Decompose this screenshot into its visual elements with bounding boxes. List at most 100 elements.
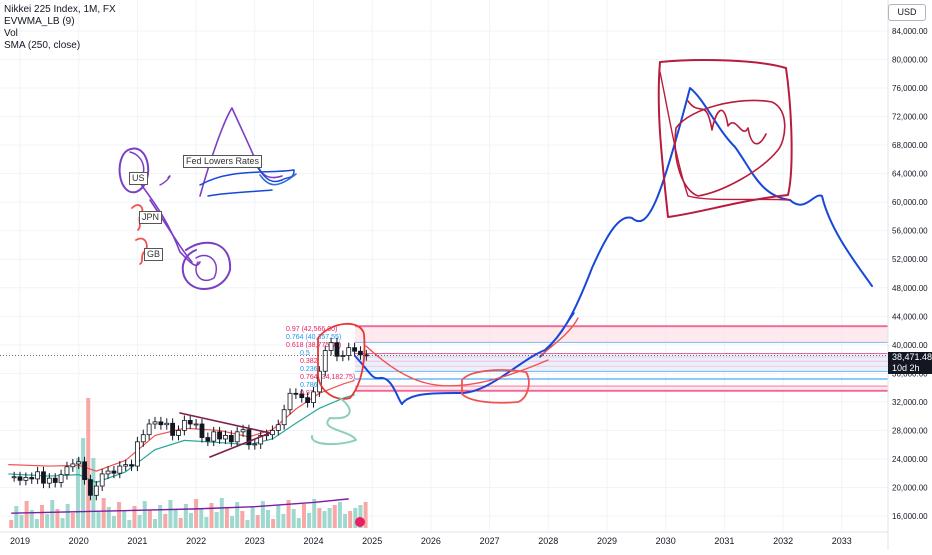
x-tick-label: 2028 (538, 536, 558, 546)
volume-bar (337, 502, 342, 528)
candle-body (311, 391, 316, 403)
candle-body (358, 350, 363, 356)
volume-bar (327, 508, 332, 528)
candle-body (176, 430, 181, 436)
candle-body (234, 431, 240, 443)
volume-bar (245, 520, 250, 528)
fib-label: 0.97 (42,566.00) (286, 326, 337, 333)
candle-body (193, 423, 199, 426)
volume-bar (137, 515, 142, 528)
candle-body (11, 476, 17, 479)
candle-body (352, 347, 357, 352)
volume-bar (363, 502, 368, 528)
triangle-pattern (179, 412, 271, 458)
candle-body (170, 422, 176, 436)
x-tick-label: 2029 (597, 536, 617, 546)
fib-label: 0.786 (300, 382, 318, 389)
candle-body (328, 342, 334, 351)
fib-label: 0.618 (38,775.00) (286, 342, 341, 349)
candle-body (17, 476, 23, 481)
candle-body (35, 471, 41, 480)
candle-body (258, 435, 264, 445)
y-tick-label: 44,000.00 (892, 312, 928, 321)
volume-bar (240, 511, 245, 528)
y-tick-label: 64,000.00 (892, 170, 928, 179)
volume-bar (34, 519, 39, 528)
volume-bar (219, 498, 224, 528)
candle-body (322, 350, 328, 372)
y-tick-label: 60,000.00 (892, 198, 928, 207)
volume-bar (101, 498, 106, 528)
target-circle (181, 241, 232, 290)
cup-arc (539, 317, 579, 357)
event-icon (355, 517, 365, 527)
volume-bar (235, 502, 240, 528)
base-box (461, 369, 530, 404)
connector (149, 199, 193, 263)
us-note[interactable]: US (129, 172, 148, 185)
legend: Nikkei 225 Index, 1M, FX EVWMA_LB (9) Vo… (4, 4, 116, 52)
x-tick-label: 2021 (127, 536, 147, 546)
legend-sma[interactable]: SMA (250, close) (4, 40, 81, 51)
candle-body (58, 474, 64, 483)
volume-bars (9, 398, 368, 528)
fib-label: 0.5 (300, 350, 310, 357)
candle-body (88, 479, 93, 496)
volume-bar (358, 505, 363, 528)
legend-evwma[interactable]: EVWMA_LB (9) (4, 16, 75, 27)
volume-bar (163, 514, 168, 528)
fib-zone (355, 353, 888, 372)
x-tick-label: 2022 (186, 536, 206, 546)
y-tick-label: 52,000.00 (892, 255, 928, 264)
volume-bar (296, 518, 301, 528)
volume-bar (45, 514, 50, 528)
candle-body (299, 393, 305, 399)
volume-bar (40, 505, 45, 528)
volume-bar (260, 501, 265, 528)
us-tick (159, 175, 171, 186)
y-tick-label: 48,000.00 (892, 284, 928, 293)
volume-bar (14, 506, 19, 528)
candle-body (93, 485, 99, 496)
candle-body (293, 392, 299, 395)
jpn-note[interactable]: JPN (139, 211, 163, 224)
x-tick-label: 2030 (656, 536, 676, 546)
currency-button[interactable]: USD (888, 4, 926, 21)
volume-bar (122, 511, 127, 528)
us-circle (118, 147, 150, 194)
candle-body (117, 465, 123, 474)
candle-body (270, 430, 275, 436)
legend-vol[interactable]: Vol (4, 28, 18, 39)
volume-bar (65, 504, 70, 528)
candle-body (146, 423, 152, 436)
x-tick-label: 2024 (303, 536, 323, 546)
fed-peak (199, 107, 283, 197)
y-tick-label: 40,000.00 (892, 341, 928, 350)
candle-body (29, 477, 35, 480)
volume-bar (168, 500, 173, 528)
candle-body (211, 431, 217, 442)
y-tick-label: 84,000.00 (892, 27, 928, 36)
volume-bar (224, 507, 229, 528)
fed-note[interactable]: Fed Lowers Rates (183, 155, 263, 168)
legend-symbol[interactable]: Nikkei 225 Index, 1M, FX (4, 4, 116, 15)
target-circle (195, 254, 217, 282)
fib-label: 0.764 (40,357.55) (286, 334, 341, 341)
y-tick-label: 16,000.00 (892, 512, 928, 521)
fib-label: 0.97 (300, 390, 314, 397)
gb-note[interactable]: GB (144, 248, 164, 261)
candle-body (46, 477, 52, 484)
volume-bar (322, 511, 327, 528)
volume-bar (60, 518, 65, 528)
volume-bar (255, 515, 260, 528)
candle-body (217, 431, 222, 440)
y-tick-label: 80,000.00 (892, 56, 928, 65)
candle-body (281, 409, 287, 426)
y-tick-label: 24,000.00 (892, 455, 928, 464)
x-tick-label: 2033 (832, 536, 852, 546)
volume-bar (29, 510, 34, 528)
volume-bar (24, 501, 29, 528)
candle-body (240, 429, 246, 433)
